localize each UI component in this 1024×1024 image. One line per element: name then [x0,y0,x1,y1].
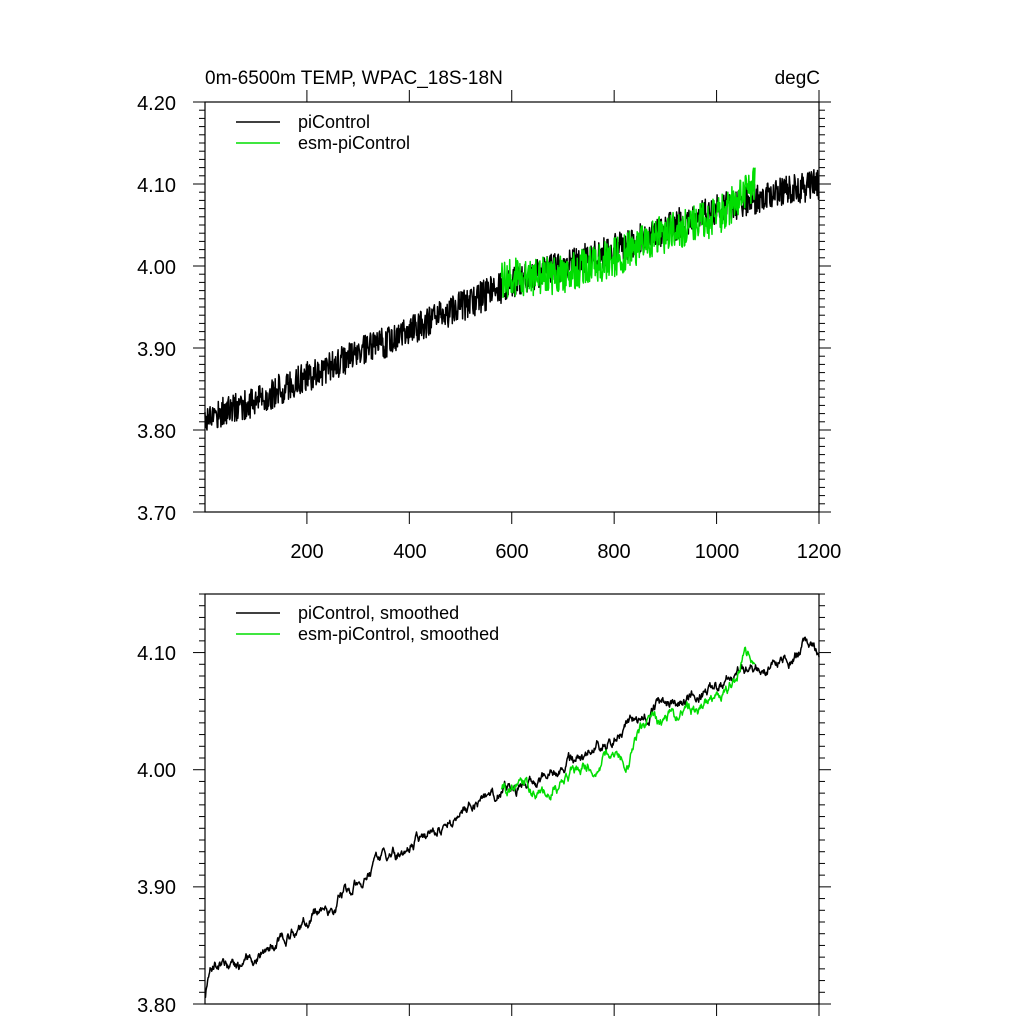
top-panel: 0m-6500m TEMP, WPAC_18S-18N degC 4.20 4.… [137,68,841,563]
x-tick-label: 400 [393,541,426,563]
bottom-plot-frame [204,593,820,1005]
top-x-tick-labels: 200 400 600 800 1000 1200 [290,541,841,563]
y-tick-label: 3.90 [137,339,176,361]
top-legend: piControl esm-piControl [236,112,410,153]
top-y-tick-labels: 4.20 4.10 4.00 3.90 3.80 3.70 [137,93,176,525]
y-tick-label: 3.80 [137,995,176,1017]
top-series [204,167,820,431]
x-tick-label: 600 [495,541,528,563]
legend-label-esm-picontrol-smoothed: esm-piControl, smoothed [298,624,499,644]
bottom-y-tick-labels: 3.80 3.90 4.00 4.10 [137,643,176,1017]
top-plot-frame [204,101,820,513]
x-tick-label: 200 [290,541,323,563]
y-tick-label: 3.70 [137,503,176,525]
bottom-panel: 3.80 3.90 4.00 4.10 piControl, smoothed … [137,593,831,1017]
series-line-esm-picontrol [500,167,756,299]
top-tick-marks [193,90,831,524]
y-tick-label: 4.10 [137,643,176,665]
legend-label-esm-picontrol: esm-piControl [298,133,410,153]
y-tick-label: 4.00 [137,760,176,782]
y-tick-label: 4.00 [137,257,176,279]
x-tick-label: 1000 [695,541,740,563]
legend-label-picontrol: piControl [298,112,370,132]
series-line-esm-picontrol-smoothed [500,646,756,801]
x-tick-label: 1200 [797,541,842,563]
legend-label-picontrol-smoothed: piControl, smoothed [298,603,459,623]
y-tick-label: 3.80 [137,421,176,443]
y-tick-label: 3.90 [137,877,176,899]
x-tick-label: 800 [597,541,630,563]
top-panel-title: 0m-6500m TEMP, WPAC_18S-18N [205,68,503,89]
bottom-tick-marks [193,593,831,1016]
y-tick-label: 4.10 [137,175,176,197]
bottom-legend: piControl, smoothed esm-piControl, smoot… [236,603,499,644]
y-tick-label: 4.20 [137,93,176,115]
top-panel-units: degC [775,68,820,89]
bottom-series [204,636,820,999]
